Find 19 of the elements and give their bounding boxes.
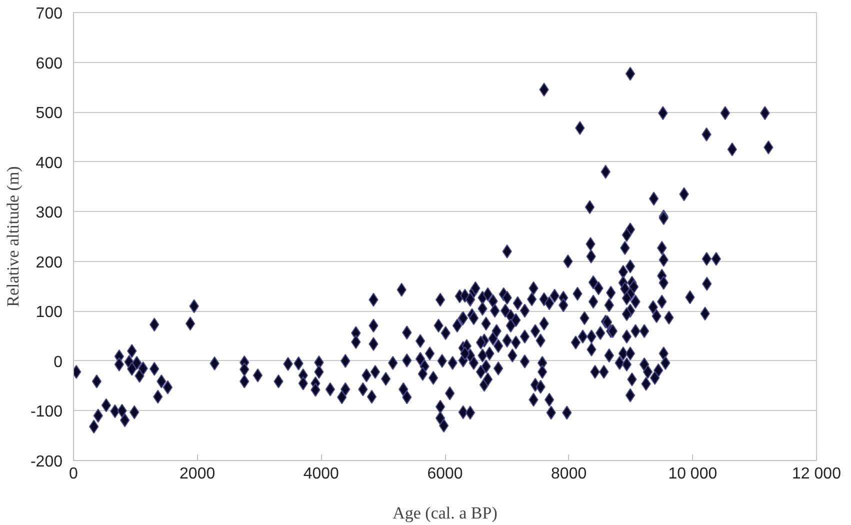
y-tick-label: 400 xyxy=(36,154,63,172)
x-tick-label: 0 xyxy=(69,466,78,482)
y-tick-label: -200 xyxy=(30,454,63,470)
x-tick-label: 6000 xyxy=(427,466,463,482)
x-tick-label: 10 000 xyxy=(668,466,718,482)
x-axis-title: Age (cal. a BP) xyxy=(392,504,498,522)
y-axis-title: Relative altitude (m) xyxy=(3,166,22,307)
y-tick-label: 0 xyxy=(54,354,63,371)
y-tick-label: 700 xyxy=(36,6,63,22)
x-tick-label: 4000 xyxy=(303,466,340,482)
y-tick-label: 500 xyxy=(36,105,63,122)
y-tick-label: -100 xyxy=(30,404,63,421)
y-tick-label: 600 xyxy=(36,55,63,72)
y-tick-label: 300 xyxy=(36,204,63,222)
y-tick-label: 100 xyxy=(36,304,63,322)
x-tick-label: 8000 xyxy=(551,466,587,482)
x-tick-label: 2000 xyxy=(180,466,216,482)
y-tick-label: 200 xyxy=(36,254,63,272)
x-tick-label: 12 000 xyxy=(792,466,842,482)
